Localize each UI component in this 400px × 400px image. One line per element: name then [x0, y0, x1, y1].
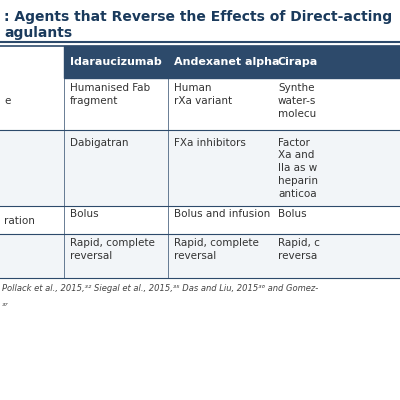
Bar	[0, 234, 400, 278]
Text: ³⁷: ³⁷	[2, 302, 9, 311]
Text: Bolus: Bolus	[70, 209, 99, 219]
Text: Factor
Xa and
IIa as w
heparin
anticoa: Factor Xa and IIa as w heparin anticoa	[278, 138, 318, 199]
Text: Dabigatran: Dabigatran	[70, 138, 128, 148]
Text: Bolus: Bolus	[278, 209, 307, 219]
Text: Rapid, complete
reversal: Rapid, complete reversal	[70, 238, 155, 261]
Text: FXa inhibitors: FXa inhibitors	[174, 138, 246, 148]
Text: Cirapa: Cirapa	[278, 57, 318, 67]
Bar	[64, 46, 400, 78]
Text: Human
rXa variant: Human rXa variant	[174, 83, 232, 106]
Bar	[0, 130, 400, 206]
Bar	[0, 206, 400, 234]
Text: e: e	[4, 96, 10, 106]
Text: Rapid, complete
reversal: Rapid, complete reversal	[174, 238, 259, 261]
Text: Bolus and infusion: Bolus and infusion	[174, 209, 270, 219]
Text: agulants: agulants	[4, 26, 72, 40]
Text: Andexanet alpha: Andexanet alpha	[174, 57, 280, 67]
Text: ration: ration	[4, 216, 35, 226]
Text: Synthe
water-s
molecu: Synthe water-s molecu	[278, 83, 316, 119]
Text: Rapid, c
reversa: Rapid, c reversa	[278, 238, 320, 261]
Text: Humanised Fab
fragment: Humanised Fab fragment	[70, 83, 150, 106]
Text: Pollack et al., 2015,³² Siegal et al., 2015,³⁵ Das and Liu, 2015³⁶ and Gomez-: Pollack et al., 2015,³² Siegal et al., 2…	[2, 284, 318, 293]
Bar	[0, 78, 400, 130]
Text: : Agents that Reverse the Effects of Direct-acting: : Agents that Reverse the Effects of Dir…	[4, 10, 392, 24]
Text: Idaraucizumab: Idaraucizumab	[70, 57, 162, 67]
